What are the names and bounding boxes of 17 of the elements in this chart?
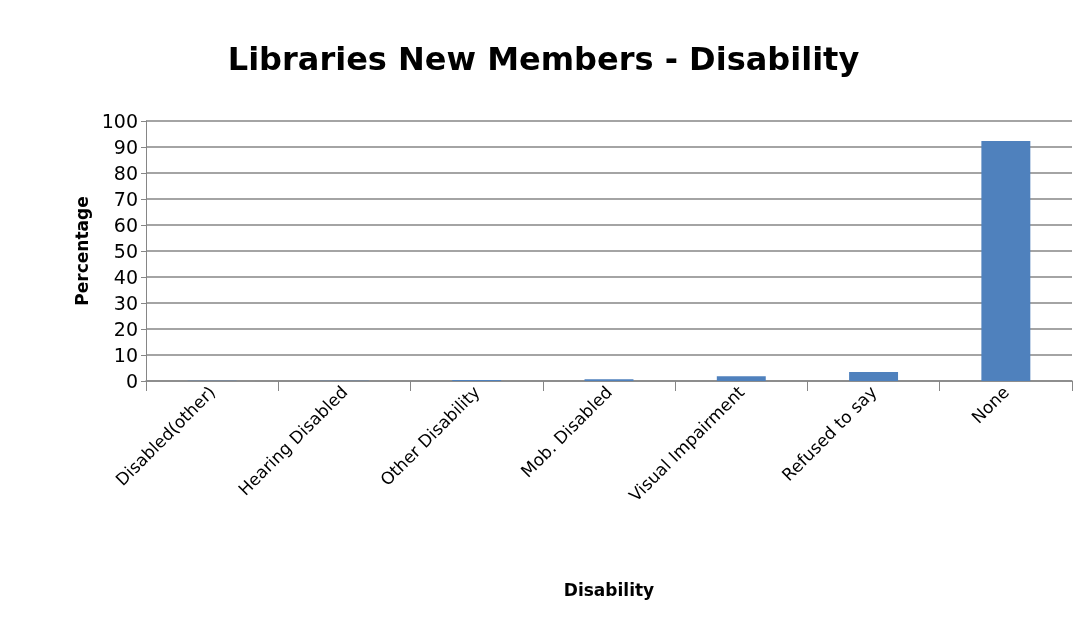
chart-title: Libraries New Members - Disability: [227, 40, 860, 78]
y-tick-label: 80: [113, 162, 138, 184]
y-tick-label: 10: [113, 344, 138, 366]
y-tick-label: 60: [113, 214, 138, 236]
y-tick-label: 20: [113, 318, 138, 340]
bar: [849, 371, 899, 381]
bar: [981, 141, 1031, 381]
y-tick-label: 40: [113, 266, 138, 288]
y-tick-label: 70: [113, 188, 138, 210]
y-tick-label: 30: [113, 292, 138, 314]
y-tick-label: 0: [125, 370, 138, 392]
y-tick-label: 100: [101, 110, 138, 132]
bar: [716, 376, 766, 381]
y-tick-label: 50: [113, 240, 138, 262]
y-axis-title: Percentage: [72, 196, 93, 306]
y-tick-label: 90: [113, 136, 138, 158]
x-axis-title: Disability: [563, 579, 655, 600]
